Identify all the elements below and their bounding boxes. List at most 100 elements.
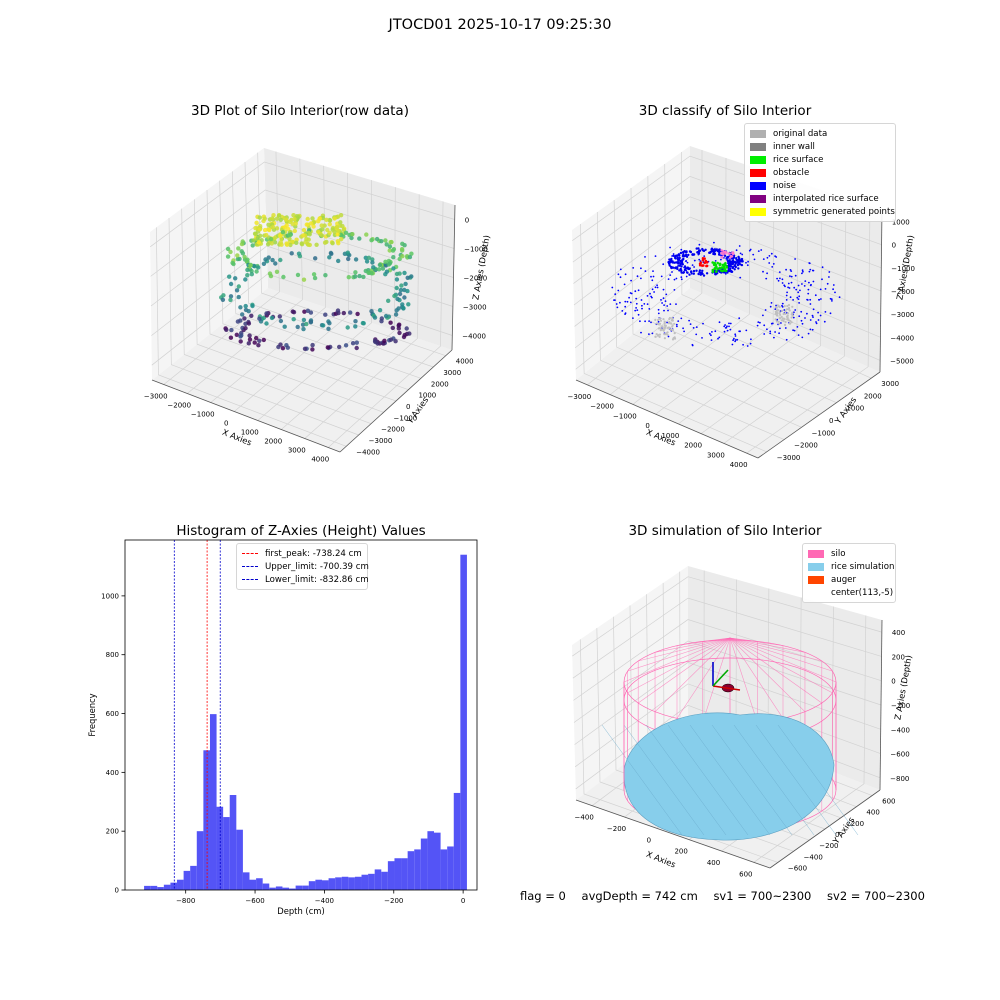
p2-original-point xyxy=(774,318,777,321)
p2-noise-point xyxy=(726,329,729,332)
p2-noise-point xyxy=(734,335,737,337)
p1-point xyxy=(350,341,356,346)
p1-point xyxy=(312,275,318,281)
p2-noise-point xyxy=(707,260,710,263)
p1-point xyxy=(296,251,302,256)
p1-point xyxy=(398,287,404,293)
p1-point xyxy=(337,223,343,228)
histogram-bar xyxy=(381,871,388,890)
p2-noise-point xyxy=(675,323,678,326)
p1-point xyxy=(299,241,304,246)
p1-point xyxy=(285,219,290,224)
p2-noise-point xyxy=(624,313,626,315)
p2-noise-point xyxy=(698,250,701,253)
p1-point xyxy=(313,256,318,261)
p1-point xyxy=(308,319,313,324)
p2-noise-point xyxy=(717,268,720,271)
p2-noise-point xyxy=(714,273,717,276)
histogram-bar xyxy=(289,888,296,890)
p1-point xyxy=(399,283,404,288)
p1-point xyxy=(400,248,405,253)
p4-zgrid xyxy=(573,619,882,701)
p1-ytick-label: 3000 xyxy=(443,369,461,377)
p2-noise-point xyxy=(735,249,738,252)
p2-original-point xyxy=(655,322,659,325)
p1-zgrid xyxy=(150,217,454,307)
p1-point xyxy=(220,297,226,302)
p2-noise-point xyxy=(669,261,672,264)
p1-point xyxy=(380,262,385,268)
p1-point xyxy=(336,258,341,264)
p1-point xyxy=(239,241,245,247)
p1-point xyxy=(297,213,302,219)
p1-point xyxy=(338,220,343,225)
p2-noise-point xyxy=(811,314,814,317)
p1-point xyxy=(337,229,342,234)
p2-noise-point xyxy=(613,299,615,301)
p1-point xyxy=(382,340,387,346)
p2-noise-point xyxy=(623,283,626,286)
p1-point xyxy=(247,267,253,272)
p2-noise-point xyxy=(716,270,719,273)
p4-xgrid xyxy=(721,606,834,852)
p1-point xyxy=(341,310,346,316)
p1-point xyxy=(254,242,260,247)
rice-mesh xyxy=(689,724,771,836)
p2-noise-point xyxy=(718,270,721,273)
p2-noise-point xyxy=(809,268,812,271)
silo-roof-wire xyxy=(702,637,731,723)
p2-noise-point xyxy=(784,285,786,288)
p2-noise-point xyxy=(798,302,800,304)
p2-noise-point xyxy=(697,252,701,255)
p2-noise-point xyxy=(779,277,781,280)
p1-point xyxy=(396,326,401,331)
p2-noise-point xyxy=(691,253,694,256)
p1-point xyxy=(326,326,331,331)
p1-point xyxy=(307,232,312,237)
p2-noise-point xyxy=(726,266,730,269)
p2-noise-point xyxy=(649,292,651,295)
p2-original-point xyxy=(668,326,671,329)
p2-original-point xyxy=(776,314,779,317)
p1-ztick-label: −4000 xyxy=(462,333,486,341)
p2-noise-point xyxy=(719,269,722,272)
p2-noise-point xyxy=(672,254,675,257)
p2-noise-point xyxy=(789,296,792,299)
p1-point xyxy=(235,256,240,262)
p1-point xyxy=(255,263,260,269)
p2-noise-point xyxy=(643,303,646,305)
p1-point xyxy=(321,323,326,328)
histogram-bar xyxy=(183,870,191,890)
p1-left-pane xyxy=(150,148,268,380)
p1-point xyxy=(267,227,272,233)
p1-point xyxy=(363,268,368,274)
p2-noise-point xyxy=(669,265,673,269)
p2-original-point xyxy=(791,311,794,314)
p1-point xyxy=(295,272,301,278)
p2-noise-point xyxy=(718,321,721,324)
p2-rice-point xyxy=(713,267,716,271)
p2-rice-point xyxy=(718,262,722,266)
p2-noise-point xyxy=(798,295,801,298)
p2-noise-point xyxy=(750,338,752,341)
legend-swatch xyxy=(808,588,824,597)
p1-point xyxy=(299,234,304,239)
p2-noise-point xyxy=(681,255,685,258)
p2-original-point xyxy=(664,326,667,329)
p1-point xyxy=(379,239,384,244)
p2-noise-point xyxy=(730,252,734,255)
p2-noise-point xyxy=(804,317,806,319)
p2-noise-point xyxy=(670,329,673,332)
p2-noise-point xyxy=(725,270,727,273)
p2-original-point xyxy=(784,320,787,324)
p2-noise-point xyxy=(676,266,679,269)
p2-noise-point xyxy=(734,340,736,343)
p1-point xyxy=(280,230,286,235)
p2-noise-point xyxy=(698,249,701,252)
p4-ygrid xyxy=(579,639,778,863)
p1-point xyxy=(253,231,258,237)
p2-interp-point xyxy=(728,256,732,259)
histogram-bar xyxy=(203,750,210,890)
p2-noise-point xyxy=(788,287,791,289)
p2-interp-point xyxy=(720,249,723,252)
